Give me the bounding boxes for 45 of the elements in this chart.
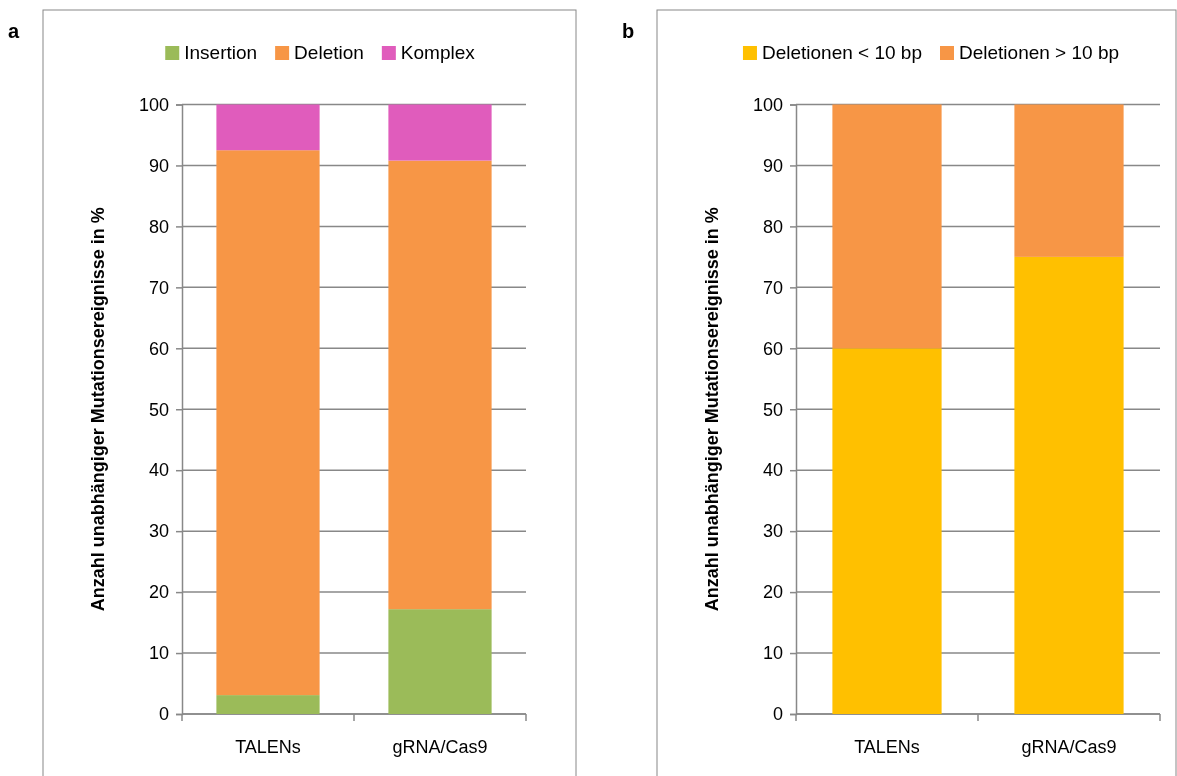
y-tick-label: 50: [148, 399, 169, 420]
y-tick-label: 30: [762, 521, 783, 542]
y-tick-label: 90: [762, 155, 783, 176]
bar: [1014, 256, 1124, 714]
y-tick-label: 40: [762, 460, 783, 481]
y-tick-label: 80: [148, 216, 169, 237]
bar: [388, 609, 492, 714]
y-tick-label: 60: [762, 338, 783, 359]
bar: [832, 104, 942, 349]
bar: [388, 104, 492, 161]
y-tick-label: 70: [762, 277, 783, 298]
y-tick-label: 10: [762, 643, 783, 664]
y-tick-label: 20: [762, 582, 783, 603]
legend-label: Komplex: [400, 42, 476, 63]
bar: [832, 348, 942, 714]
y-tick-label: 80: [762, 216, 783, 237]
y-axis-title: Anzahl unabhängiger Mutationsereignisse in %: [702, 207, 722, 612]
bar: [216, 150, 320, 696]
bar: [388, 160, 492, 610]
y-tick-label: 90: [148, 155, 169, 176]
text: a: [8, 20, 20, 42]
x-tick-label: gRNA/Cas9: [392, 737, 488, 757]
bar: [216, 695, 320, 714]
x-tick-label: gRNA/Cas9: [1021, 737, 1117, 757]
y-tick-label: 50: [762, 399, 783, 420]
bar: [216, 104, 320, 151]
y-tick-label: 0: [158, 704, 169, 725]
y-axis-title: Anzahl unabhängiger Mutationsereignisse in %: [88, 207, 108, 612]
x-tick-label: TALENs: [854, 737, 920, 757]
legend-label: Deletionen > 10 bp: [959, 42, 1120, 63]
y-tick-label: 10: [148, 643, 169, 664]
y-tick-label: 100: [138, 94, 169, 115]
y-tick-label: 70: [148, 277, 169, 298]
bar: [1014, 104, 1124, 257]
y-tick-label: 30: [148, 521, 169, 542]
y-tick-label: 20: [148, 582, 169, 603]
legend-label: Deletionen < 10 bp: [761, 42, 922, 63]
y-tick-label: 100: [752, 94, 783, 115]
y-tick-label: 60: [148, 338, 169, 359]
text: b: [622, 20, 635, 42]
legend-label: Insertion: [184, 42, 258, 63]
legend-label: Deletion: [294, 42, 364, 63]
y-tick-label: 0: [772, 704, 783, 725]
x-tick-label: TALENs: [235, 737, 301, 757]
y-tick-label: 40: [148, 460, 169, 481]
